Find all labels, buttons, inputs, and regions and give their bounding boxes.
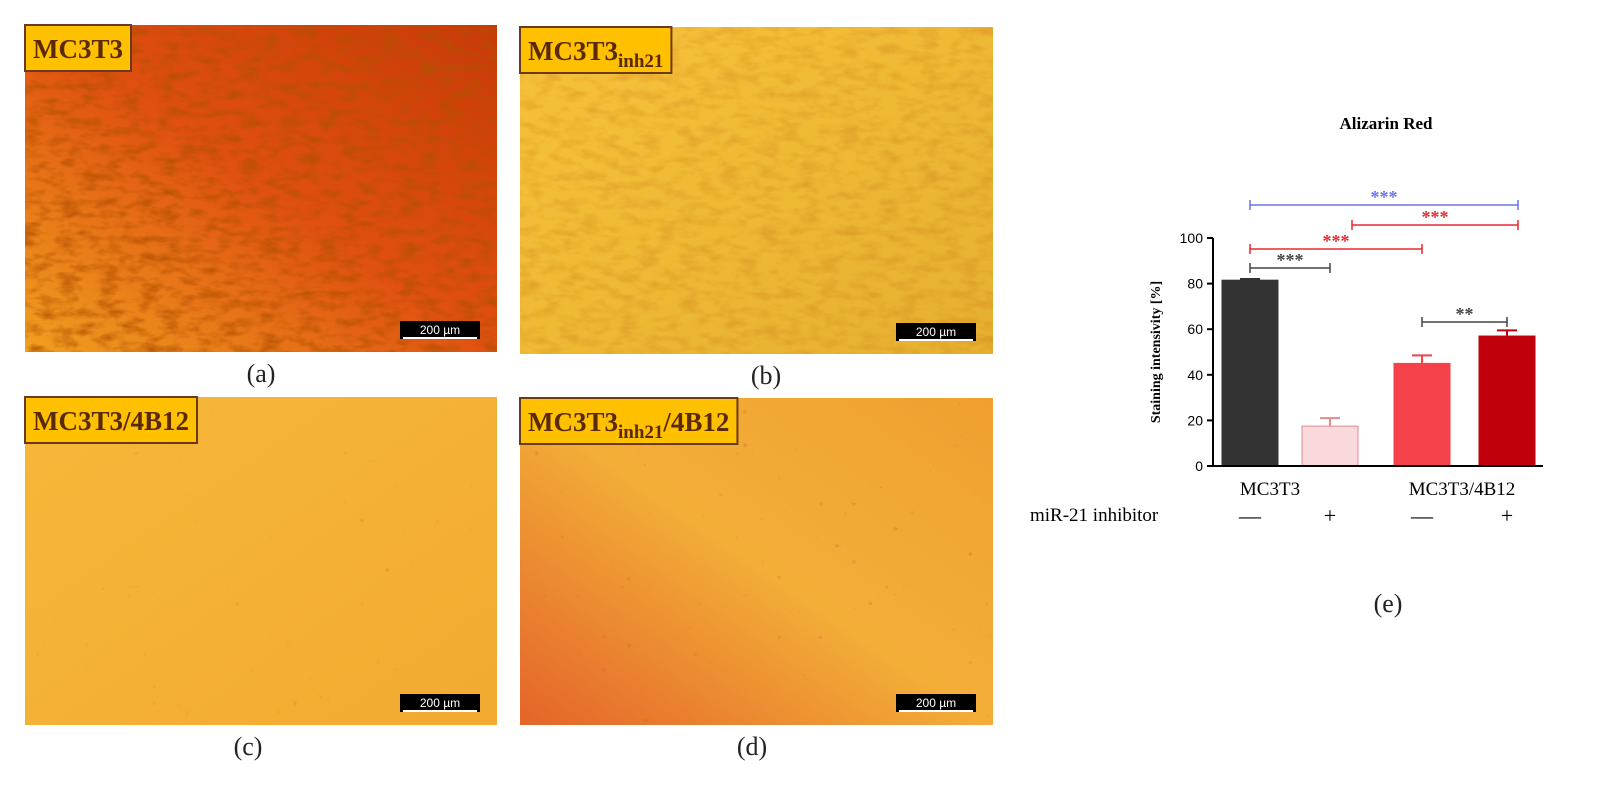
texture — [520, 398, 993, 725]
panel-caption: (c) — [234, 732, 263, 761]
y-tick-label: 100 — [1180, 230, 1204, 246]
significance-bracket — [1249, 244, 1423, 254]
label-text: MC3T3/4B12 — [33, 406, 189, 436]
y-tick-label: 40 — [1187, 367, 1203, 383]
significance-label: ** — [1456, 304, 1474, 324]
significance-bracket — [1421, 317, 1508, 327]
error-bar — [1497, 329, 1517, 337]
row-value: + — [1501, 503, 1513, 528]
scale-bar-label: 200 µm — [420, 696, 460, 710]
bar — [1301, 425, 1359, 467]
significance-bracket — [1249, 263, 1331, 273]
label-text: MC3T3 — [528, 407, 618, 437]
row-value: — — [1410, 503, 1434, 528]
label-box — [24, 24, 132, 72]
texture — [25, 397, 497, 725]
panel-label: MC3T3inh21 — [528, 36, 663, 72]
group-label: MC3T3 — [1240, 479, 1300, 500]
panel-caption: (b) — [751, 361, 781, 390]
scale-bar-box — [400, 694, 480, 712]
scale-bar-box — [896, 323, 976, 341]
micrographs — [25, 25, 993, 725]
scale-bar-label: 200 µm — [420, 323, 460, 337]
label-subscript: inh21 — [618, 422, 663, 443]
error-bar — [1240, 278, 1260, 281]
significance-label: *** — [1277, 250, 1304, 270]
chart-title: Alizarin Red — [1339, 114, 1433, 133]
chart-caption: (e) — [1374, 589, 1403, 618]
row-value: + — [1324, 503, 1336, 528]
panel-label: MC3T3/4B12 — [33, 406, 189, 436]
axes — [1212, 238, 1543, 467]
panel-label: MC3T3inh21/4B12 — [528, 407, 729, 443]
scale-bar-box — [400, 321, 480, 339]
y-tick-label: 20 — [1187, 412, 1203, 428]
bar — [1393, 362, 1451, 467]
y-tick-label: 60 — [1187, 321, 1203, 337]
panel-caption: (a) — [247, 359, 276, 388]
label-box — [519, 397, 739, 445]
label-box — [24, 396, 199, 444]
y-tick-label: 0 — [1195, 458, 1203, 474]
group-label: MC3T3/4B12 — [1409, 479, 1516, 500]
significance-bracket — [1351, 220, 1519, 230]
error-bar — [1412, 354, 1432, 364]
y-axis-label: Staining intensivity [%] — [1149, 281, 1164, 423]
significance-bracket — [1249, 200, 1519, 210]
bar — [1221, 279, 1279, 467]
significance-label: *** — [1371, 187, 1398, 207]
label-box — [519, 26, 673, 74]
error-bar — [1320, 417, 1340, 427]
row-value: — — [1238, 503, 1262, 528]
texture — [520, 27, 993, 354]
y-tick-label: 80 — [1187, 276, 1203, 292]
scale-bar-box — [896, 694, 976, 712]
panel-caption: (d) — [737, 732, 767, 761]
label-text: MC3T3 — [33, 34, 123, 64]
label-subscript: inh21 — [618, 51, 663, 72]
scale-bar-label: 200 µm — [916, 325, 956, 339]
row-label: miR-21 inhibitor — [1030, 505, 1159, 526]
label-suffix: /4B12 — [662, 407, 729, 437]
label-text: MC3T3 — [528, 36, 618, 66]
scale-bar-label: 200 µm — [916, 696, 956, 710]
significance-label: *** — [1323, 231, 1350, 251]
significance-label: *** — [1422, 207, 1449, 227]
bar — [1478, 335, 1536, 467]
texture — [25, 25, 497, 352]
panel-label: MC3T3 — [33, 34, 123, 64]
